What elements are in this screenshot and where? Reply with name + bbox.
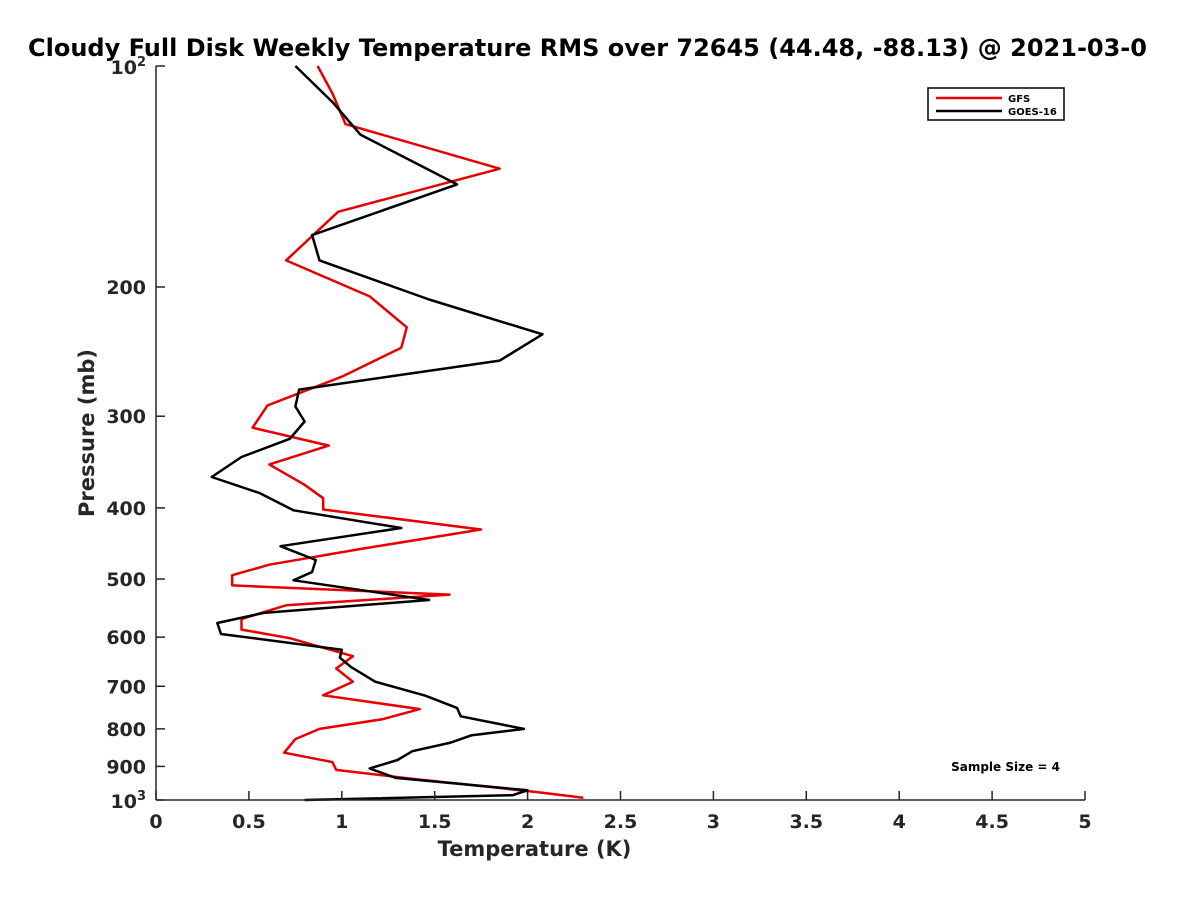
x-tick-label: 0.5 bbox=[232, 811, 266, 833]
y-tick-label: 500 bbox=[106, 569, 146, 591]
y-tick-label-base: 10 bbox=[111, 57, 137, 79]
chart-title: Cloudy Full Disk Weekly Temperature RMS … bbox=[28, 34, 1147, 62]
y-tick-label-exponent: 2 bbox=[137, 55, 146, 70]
series-layer bbox=[210, 65, 584, 802]
y-tick-label: 300 bbox=[106, 406, 146, 428]
legend-box bbox=[927, 87, 1065, 121]
x-tick-label: 3 bbox=[707, 811, 720, 833]
x-tick-label: 4 bbox=[893, 811, 906, 833]
x-ticks: 0 0.5 1 1.5 2 2.5 3 3.5 4 4.5 5 bbox=[149, 791, 1092, 833]
x-tick-label: 2.5 bbox=[604, 811, 638, 833]
x-tick-label: 2 bbox=[521, 811, 534, 833]
y-tick-label: 102 bbox=[111, 55, 147, 79]
x-tick-label: 0 bbox=[149, 811, 162, 833]
y-tick-label-base: 10 bbox=[111, 791, 137, 813]
legend-label: GOES-16 bbox=[1008, 107, 1057, 118]
y-tick-label: 400 bbox=[106, 498, 146, 520]
y-tick-label: 103 bbox=[111, 789, 147, 813]
y-axis-label: Pressure (mb) bbox=[75, 349, 99, 517]
x-tick-label: 1.5 bbox=[418, 811, 452, 833]
y-tick-label: 900 bbox=[106, 756, 146, 778]
y-tick-label-exponent: 3 bbox=[137, 789, 146, 804]
legend-label: GFS bbox=[1008, 94, 1030, 105]
legend: GFS GOES-16 bbox=[927, 87, 1065, 121]
sample-size-annotation: Sample Size = 4 bbox=[951, 760, 1060, 774]
x-tick-label: 4.5 bbox=[975, 811, 1009, 833]
y-tick-label: 700 bbox=[106, 676, 146, 698]
x-tick-label: 3.5 bbox=[789, 811, 823, 833]
y-tick-label: 600 bbox=[106, 627, 146, 649]
y-tick-label: 200 bbox=[106, 277, 146, 299]
x-axis-label: Temperature (K) bbox=[438, 837, 632, 861]
x-tick-label: 5 bbox=[1078, 811, 1091, 833]
y-tick-label: 800 bbox=[106, 719, 146, 741]
series-line-goes-16 bbox=[210, 65, 544, 802]
x-tick-label: 1 bbox=[335, 811, 348, 833]
series-line-gfs bbox=[230, 65, 584, 800]
